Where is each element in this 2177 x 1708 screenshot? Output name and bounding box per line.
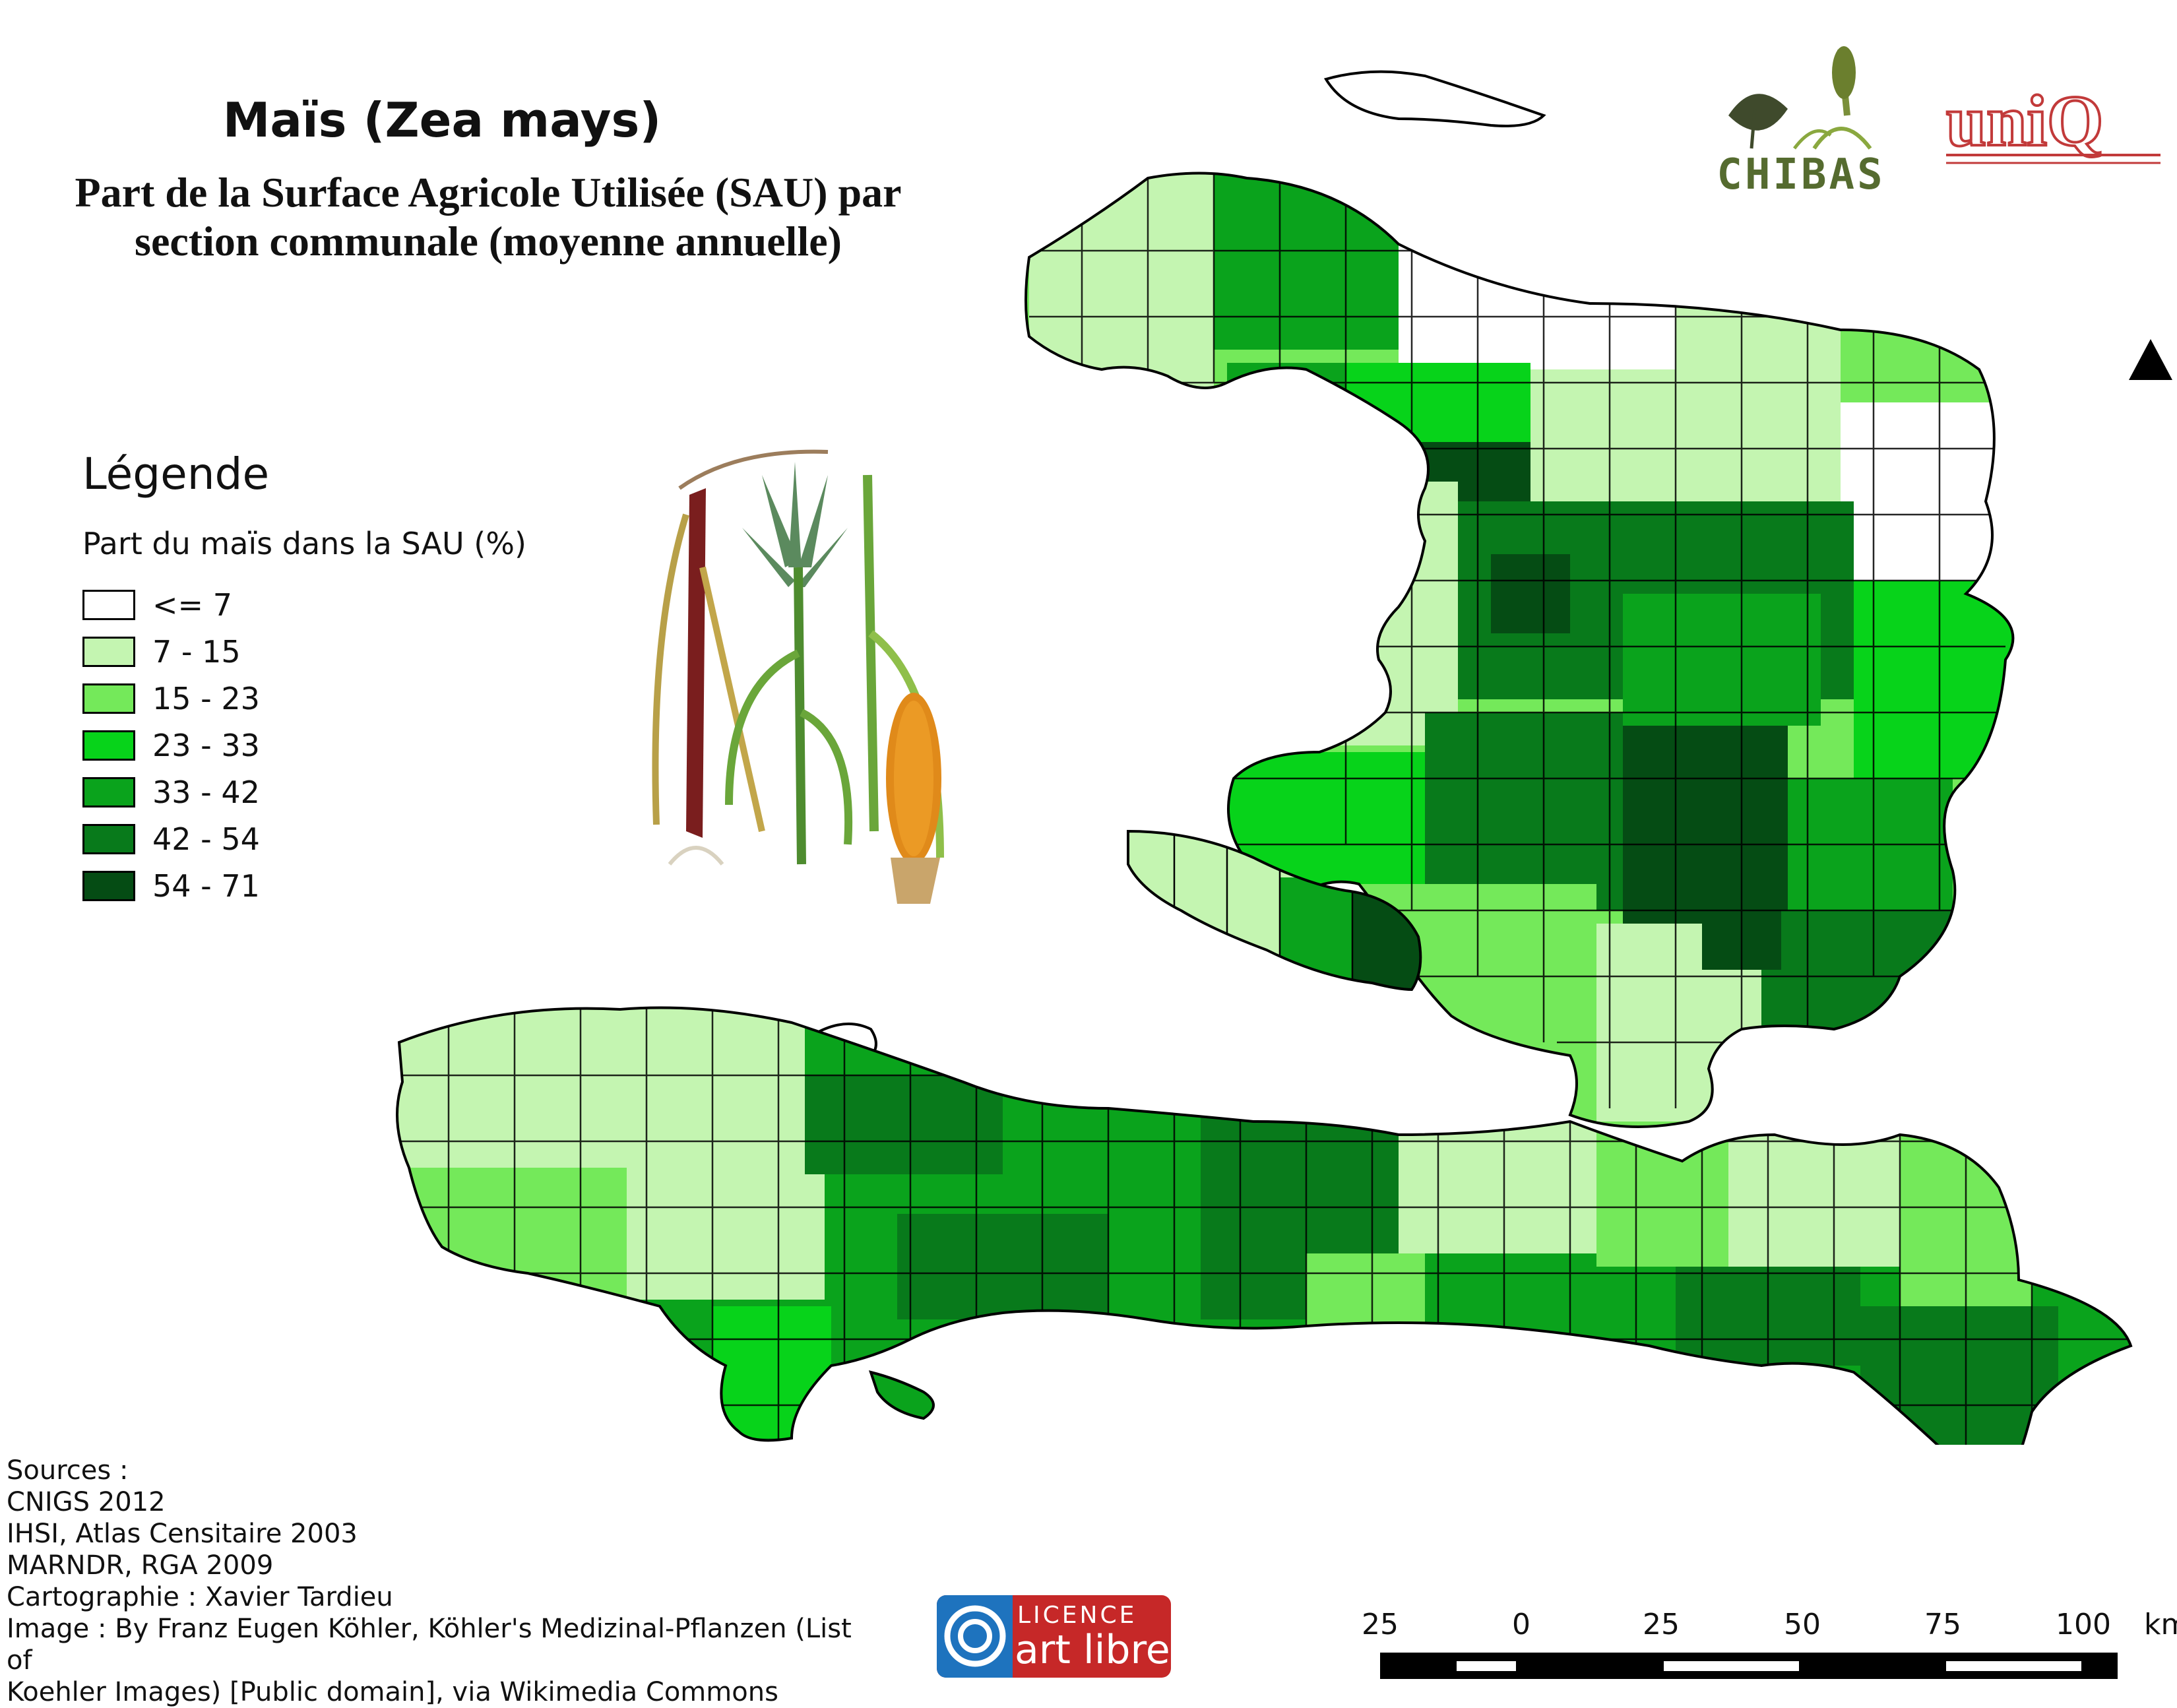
scale-label-100: 100 <box>2056 1608 2111 1641</box>
source-line-1: CNIGS 2012 <box>7 1487 166 1517</box>
map-title: Maïs (Zea mays) <box>222 92 662 148</box>
maize-illustration <box>652 449 944 904</box>
legend-item: 33 - 42 <box>82 769 526 815</box>
legend-swatch <box>82 823 135 854</box>
legend-swatch <box>82 636 135 667</box>
sources-heading: Sources : <box>7 1455 129 1486</box>
licence-line-1: LICENCE <box>1017 1602 1137 1629</box>
legend-label: 7 - 15 <box>152 633 241 670</box>
source-line-4: Cartographie : Xavier Tardieu <box>7 1582 393 1612</box>
uniq-logo-text: uniQ <box>1946 80 2103 161</box>
legend-title: Légende <box>82 449 270 499</box>
legend-label: <= 7 <box>152 586 232 623</box>
licence-art-libre-badge[interactable]: LICENCE art libre <box>937 1595 1171 1678</box>
legend-item: 23 - 33 <box>82 722 526 769</box>
scale-label-25: 25 <box>1643 1608 1680 1641</box>
chibas-logo <box>1728 46 1872 150</box>
sources-block: Sources : CNIGS 2012 IHSI, Atlas Censita… <box>7 1455 864 1708</box>
licence-badge-blue-panel <box>937 1595 1013 1678</box>
scale-label-25-left: 25 <box>1362 1608 1399 1641</box>
legend-item: 54 - 71 <box>82 862 526 909</box>
legend-swatch <box>82 589 135 620</box>
source-line-5: Image : By Franz Eugen Köhler, Köhler's … <box>7 1614 852 1676</box>
legend-label: 23 - 33 <box>152 727 260 763</box>
legend-label: 15 - 23 <box>152 680 260 716</box>
subtitle-line-2: section communale (moyenne annuelle) <box>135 218 842 265</box>
legend-item: <= 7 <box>82 581 526 628</box>
chibas-logo-text: CHIBAS <box>1717 150 1885 199</box>
source-line-3: MARNDR, RGA 2009 <box>7 1550 274 1581</box>
legend-label: 33 - 42 <box>152 774 260 810</box>
haiti-choropleth-map <box>396 70 2133 1445</box>
scale-bar: 25 0 25 50 75 100 km <box>1362 1608 2177 1679</box>
legend-subtitle: Part du maïs dans la SAU (%) <box>82 526 526 561</box>
north-outline <box>1025 172 2015 1128</box>
source-line-6: Koehler Images) [Public domain], via Wik… <box>7 1677 778 1707</box>
legend: Légende Part du maïs dans la SAU (%) <= … <box>82 449 526 909</box>
scale-unit: km <box>2144 1608 2177 1641</box>
scale-label-50: 50 <box>1784 1608 1821 1641</box>
legend-swatch <box>82 870 135 901</box>
licence-spiral-icon <box>944 1605 1006 1667</box>
licence-line-2: art libre <box>1015 1627 1170 1673</box>
source-line-2: IHSI, Atlas Censitaire 2003 <box>7 1519 358 1549</box>
legend-item: 15 - 23 <box>82 675 526 722</box>
map-region-south <box>397 1007 2131 1445</box>
legend-swatch <box>82 776 135 807</box>
ile-caymites <box>868 1370 935 1420</box>
scale-label-75: 75 <box>1924 1608 1961 1641</box>
uniq-logo: uniQ <box>1945 79 2161 164</box>
legend-item: 7 - 15 <box>82 628 526 675</box>
legend-swatch <box>82 683 135 714</box>
legend-label: 42 - 54 <box>152 821 260 857</box>
subtitle-line-1: Part de la Surface Agricole Utilisée (SA… <box>75 169 902 216</box>
south-outline <box>396 1006 2133 1445</box>
legend-swatch <box>82 730 135 761</box>
legend-items: <= 7 7 - 15 15 - 23 23 - 33 33 - 42 42 - 54 54… <box>82 581 526 909</box>
gonave-outline <box>1127 829 1422 992</box>
map-region-north <box>1026 173 2013 1127</box>
legend-item: 42 - 54 <box>82 815 526 862</box>
north-arrow-icon <box>2129 339 2172 380</box>
map-subtitle: Part de la Surface Agricole Utilisée (SA… <box>26 168 950 266</box>
legend-label: 54 - 71 <box>152 868 260 904</box>
scale-label-0: 0 <box>1512 1608 1530 1641</box>
ile-de-la-tortue <box>1323 70 1546 127</box>
